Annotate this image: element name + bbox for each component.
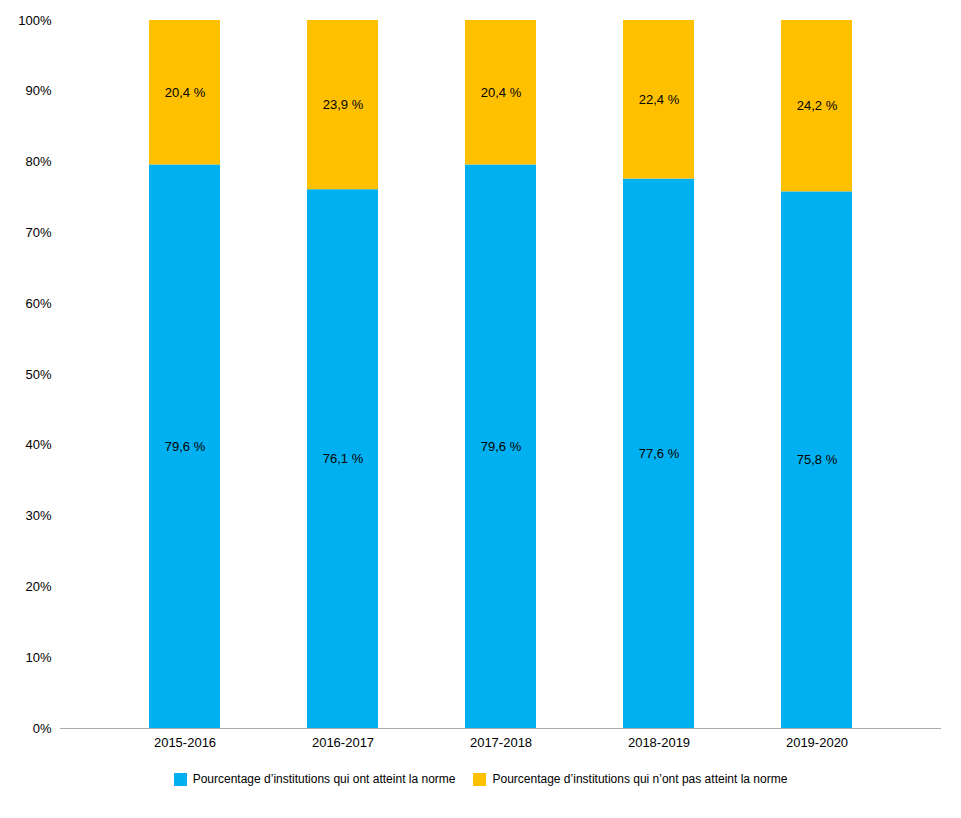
svg-text:50%: 50% (25, 367, 51, 382)
svg-text:90%: 90% (25, 83, 51, 98)
svg-text:24,2 %: 24,2 % (797, 98, 838, 113)
svg-text:79,6 %: 79,6 % (481, 439, 522, 454)
svg-text:77,6 %: 77,6 % (639, 446, 680, 461)
svg-text:0%: 0% (33, 721, 52, 736)
svg-text:76,1 %: 76,1 % (323, 451, 364, 466)
svg-text:20%: 20% (25, 579, 51, 594)
svg-text:79,6 %: 79,6 % (165, 439, 206, 454)
svg-text:20,4 %: 20,4 % (165, 85, 206, 100)
svg-text:10%: 10% (25, 650, 51, 665)
svg-text:22,4 %: 22,4 % (639, 92, 680, 107)
svg-text:2017-2018: 2017-2018 (470, 735, 532, 750)
html-text:Pourcentage d’institutions qui: Pourcentage d’institutions qui n’ont pas… (492, 772, 788, 786)
svg-text:30%: 30% (25, 508, 51, 523)
svg-text:2016-2017: 2016-2017 (312, 735, 374, 750)
svg-text:23,9 %: 23,9 % (323, 97, 364, 112)
svg-text:2018-2019: 2018-2019 (628, 735, 690, 750)
svg-text:70%: 70% (25, 225, 51, 240)
svg-text:80%: 80% (25, 154, 51, 169)
svg-text:40%: 40% (25, 437, 51, 452)
svg-text:2015-2016: 2015-2016 (154, 735, 216, 750)
svg-text:2019-2020: 2019-2020 (786, 735, 848, 750)
svg-text:100%: 100% (18, 13, 52, 28)
svg-text:20,4 %: 20,4 % (481, 85, 522, 100)
svg-text:75,8 %: 75,8 % (797, 452, 838, 467)
svg-text:60%: 60% (25, 296, 51, 311)
html-text:Pourcentage d’institutions qui: Pourcentage d’institutions qui ont attei… (192, 772, 456, 786)
